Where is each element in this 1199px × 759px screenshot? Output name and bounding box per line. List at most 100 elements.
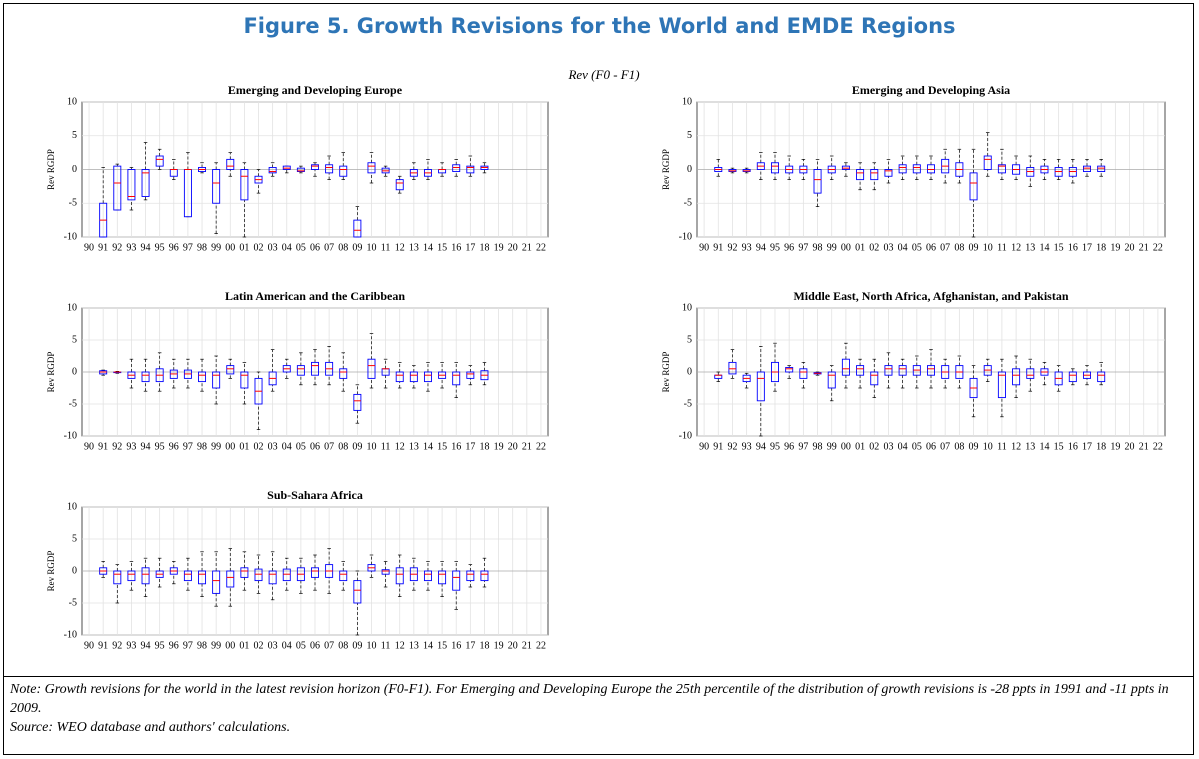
y-tick-label: 0 <box>72 565 77 576</box>
y-tick-label: 10 <box>67 501 77 512</box>
x-tick-label: 07 <box>940 242 950 253</box>
x-tick-label: 10 <box>983 242 993 253</box>
box <box>997 164 1006 174</box>
x-tick-label: 19 <box>1110 441 1120 452</box>
x-tick-label: 95 <box>770 242 780 253</box>
box <box>997 371 1006 399</box>
box <box>927 164 935 174</box>
x-tick-label: 95 <box>155 242 165 253</box>
x-tick-label: 01 <box>239 242 249 253</box>
box <box>452 164 461 172</box>
box <box>452 371 461 386</box>
y-tick-label: -5 <box>684 398 692 409</box>
x-tick-label: 96 <box>169 242 179 253</box>
x-tick-label: 97 <box>798 441 808 452</box>
y-tick-label: 5 <box>687 334 692 345</box>
box <box>141 371 150 383</box>
y-tick-label: -10 <box>64 629 77 640</box>
x-tick-label: 06 <box>926 242 936 253</box>
x-tick-label: 11 <box>381 242 391 253</box>
box <box>381 569 390 575</box>
y-tick-label: 0 <box>687 366 692 377</box>
y-axis-label: Rev RGDP <box>46 352 56 393</box>
x-tick-label: 18 <box>1096 441 1106 452</box>
x-tick-label: 02 <box>254 242 264 253</box>
box <box>226 158 235 170</box>
x-tick-label: 00 <box>841 441 851 452</box>
box <box>969 172 978 201</box>
x-tick-label: 19 <box>494 640 504 651</box>
box <box>898 164 907 174</box>
x-tick-label: 05 <box>912 242 922 253</box>
x-tick-label: 10 <box>366 242 376 253</box>
y-tick-label: -5 <box>69 398 77 409</box>
box <box>212 371 221 389</box>
x-tick-label: 20 <box>1125 242 1135 253</box>
x-tick-label: 10 <box>366 640 376 651</box>
box <box>395 371 404 383</box>
box <box>480 570 489 582</box>
box <box>296 365 305 376</box>
x-tick-label: 11 <box>997 441 1007 452</box>
x-tick-label: 15 <box>437 441 447 452</box>
super-title: Rev (F0 - F1) <box>567 67 639 82</box>
box <box>127 570 136 582</box>
x-tick-label: 97 <box>798 242 808 253</box>
separator <box>3 676 1194 677</box>
chart-title: Sub-Sahara Africa <box>267 488 363 502</box>
x-tick-label: 96 <box>169 441 179 452</box>
box <box>1012 368 1021 386</box>
x-tick-label: 04 <box>898 242 908 253</box>
x-tick-label: 08 <box>338 640 348 651</box>
x-tick-label: 04 <box>282 640 292 651</box>
x-tick-label: 22 <box>536 441 546 452</box>
box <box>1026 368 1035 379</box>
x-tick-label: 98 <box>813 441 823 452</box>
box <box>1068 371 1077 383</box>
x-tick-label: 04 <box>282 441 292 452</box>
box <box>884 169 893 177</box>
y-tick-label: 5 <box>72 533 77 544</box>
x-tick-label: 17 <box>1082 441 1092 452</box>
box <box>395 179 404 191</box>
box <box>240 371 249 389</box>
box <box>466 371 475 379</box>
x-tick-label: 97 <box>183 640 193 651</box>
x-tick-label: 22 <box>1153 242 1163 253</box>
x-tick-label: 03 <box>883 441 893 452</box>
x-tick-label: 15 <box>1054 441 1064 452</box>
y-tick-label: 5 <box>72 334 77 345</box>
x-tick-label: 22 <box>536 640 546 651</box>
y-tick-label: 10 <box>67 96 77 107</box>
box <box>1097 371 1106 383</box>
y-tick-label: -10 <box>679 430 692 441</box>
x-tick-label: 11 <box>997 242 1007 253</box>
x-tick-label: 07 <box>324 441 334 452</box>
x-tick-label: 04 <box>282 242 292 253</box>
box <box>325 164 334 174</box>
x-tick-label: 06 <box>310 441 320 452</box>
x-tick-label: 94 <box>141 441 151 452</box>
y-tick-label: -5 <box>69 198 77 209</box>
box <box>423 570 432 582</box>
chart-title: Middle East, North Africa, Afghanistan, … <box>793 289 1068 303</box>
x-tick-label: 10 <box>366 441 376 452</box>
box <box>728 361 737 375</box>
x-tick-label: 15 <box>437 242 447 253</box>
x-tick-label: 93 <box>742 441 752 452</box>
x-tick-label: 92 <box>112 640 122 651</box>
box <box>353 393 362 411</box>
box <box>912 164 921 174</box>
x-tick-label: 99 <box>211 242 221 253</box>
x-tick-label: 96 <box>169 640 179 651</box>
y-tick-label: -10 <box>64 231 77 242</box>
x-tick-label: 93 <box>126 242 136 253</box>
x-tick-label: 03 <box>268 242 278 253</box>
x-tick-label: 12 <box>1011 242 1021 253</box>
box <box>841 358 850 376</box>
source: Source: WEO database and authors' calcul… <box>10 720 291 735</box>
x-tick-label: 96 <box>784 242 794 253</box>
x-tick-label: 01 <box>855 242 865 253</box>
box <box>113 165 122 211</box>
